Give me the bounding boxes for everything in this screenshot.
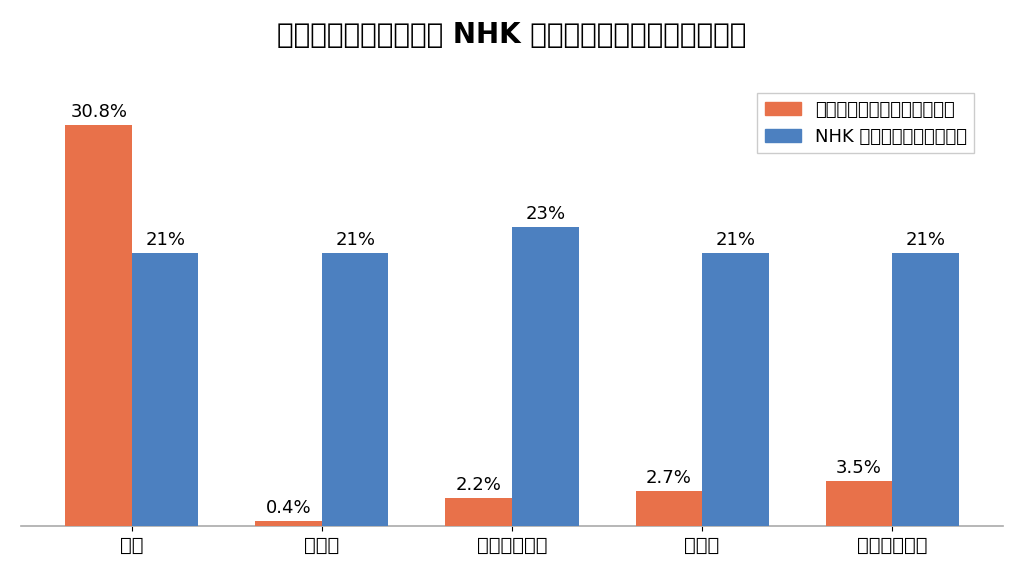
Bar	[636, 491, 702, 526]
Text: 21%: 21%	[335, 231, 375, 249]
Bar	[892, 253, 958, 526]
Text: 23%: 23%	[525, 205, 565, 223]
Text: 30.8%: 30.8%	[71, 104, 127, 122]
Bar	[512, 227, 579, 526]
Legend: 文科省調査（教員らが回答）, NHK 調査（子どもが回答）: 文科省調査（教員らが回答）, NHK 調査（子どもが回答）	[758, 93, 975, 153]
Text: 21%: 21%	[905, 231, 945, 249]
Bar	[132, 253, 199, 526]
Bar	[256, 521, 322, 526]
Text: 0.4%: 0.4%	[266, 499, 311, 517]
Text: 21%: 21%	[715, 231, 756, 249]
Bar	[445, 498, 512, 526]
Bar	[322, 253, 388, 526]
Text: 21%: 21%	[145, 231, 185, 249]
Bar	[66, 126, 132, 526]
Bar	[825, 481, 892, 526]
Title: 不登校の要因に関する NHK 調査と文科省調査の回答比較: 不登校の要因に関する NHK 調査と文科省調査の回答比較	[278, 21, 746, 49]
Text: 3.5%: 3.5%	[836, 459, 882, 477]
Text: 2.2%: 2.2%	[456, 476, 502, 494]
Bar	[702, 253, 768, 526]
Text: 2.7%: 2.7%	[646, 469, 691, 487]
